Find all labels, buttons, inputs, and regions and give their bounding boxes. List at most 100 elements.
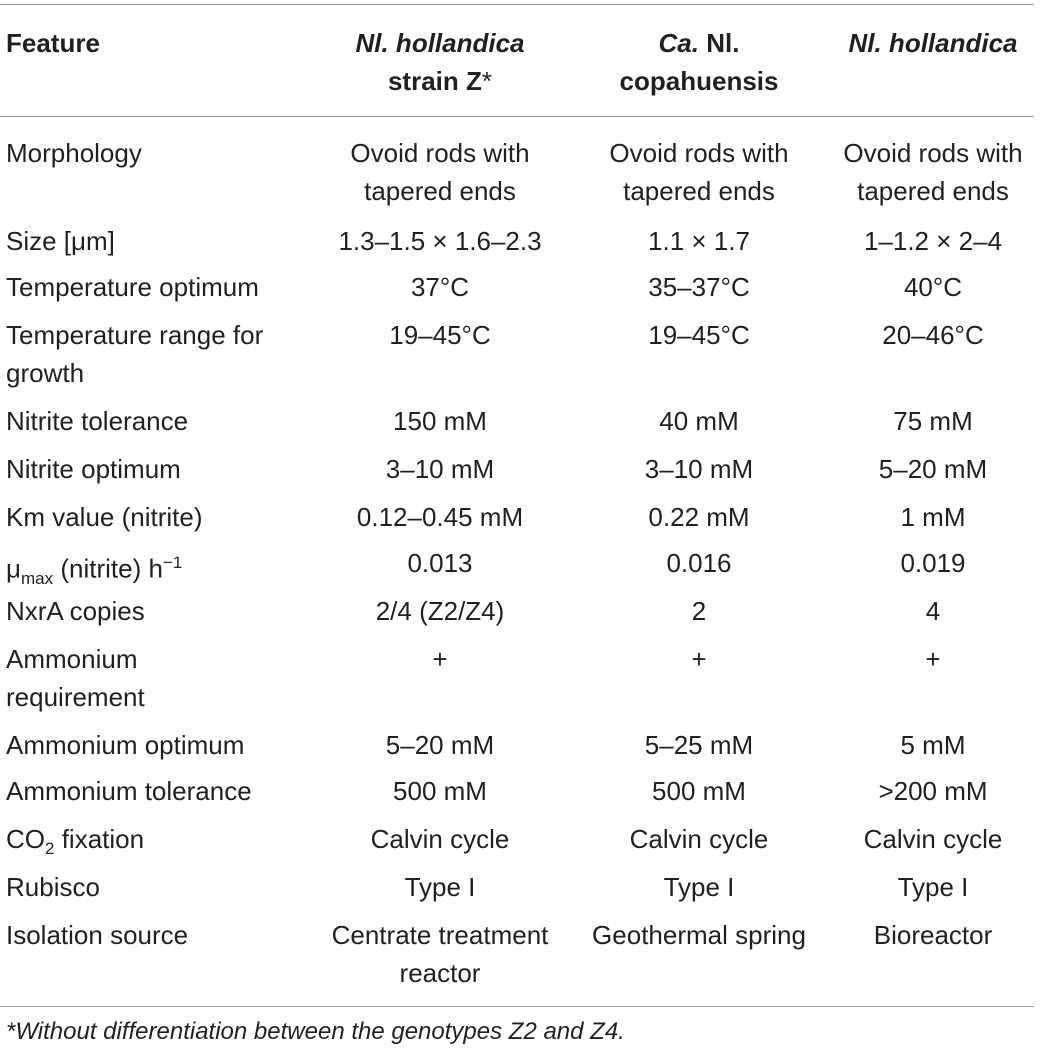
cell-line: Size [μm] [6, 226, 115, 256]
cell-line: NxrA copies [6, 596, 145, 626]
feature-cell: Isolation source [6, 916, 306, 954]
value-cell: 5 mM [830, 726, 1036, 764]
value-cell: 1–1.2 × 2–4 [830, 222, 1036, 260]
table-top-rule [0, 4, 1034, 5]
value-cell: >200 mM [830, 772, 1036, 810]
cell-line: 5–20 mM [385, 730, 495, 760]
cell-line: 1–1.2 × 2–4 [863, 226, 1003, 256]
value-cell: 2/4 (Z2/Z4) [312, 592, 568, 630]
cell-line: Calvin cycle [629, 824, 769, 854]
feature-cell: Nitrite optimum [6, 450, 306, 488]
table-header-rule [0, 116, 1034, 117]
feature-cell: Morphology [6, 134, 306, 172]
cell-line: 0.019 [900, 548, 966, 578]
cell-line: 1.3–1.5 × 1.6–2.3 [338, 226, 542, 256]
value-cell: Ovoid rods with tapered ends [830, 134, 1036, 210]
value-cell: 3–10 mM [312, 450, 568, 488]
cell-line: Ovoid rods with [609, 138, 789, 168]
header-strain-z-species: Nl. hollandica [355, 28, 525, 58]
cell-line: Bioreactor [873, 920, 993, 950]
cell-line: Ovoid rods with [843, 138, 1023, 168]
cell-line: Type I [663, 872, 735, 902]
cell-line: Calvin cycle [863, 824, 1003, 854]
cell-line: Temperature range for [6, 320, 264, 350]
cell-line: Isolation source [6, 920, 189, 950]
feature-cell: Ammonium optimum [6, 726, 306, 764]
cell-line: Temperature optimum [6, 272, 259, 302]
value-cell: 1.1 × 1.7 [572, 222, 826, 260]
value-cell: 5–20 mM [312, 726, 568, 764]
cell-line: Ammonium tolerance [6, 776, 252, 806]
cell-line: Type I [404, 872, 476, 902]
value-cell: 20–46°C [830, 316, 1036, 354]
value-cell: 4 [830, 592, 1036, 630]
value-cell: 37°C [312, 268, 568, 306]
cell-line: >200 mM [878, 776, 988, 806]
cell-line: Ammonium optimum [6, 730, 245, 760]
cell-line: 1.1 × 1.7 [648, 226, 750, 256]
cell-line: 0.22 mM [648, 502, 750, 532]
value-cell: Calvin cycle [572, 820, 826, 858]
value-cell: + [830, 640, 1036, 678]
table-bottom-rule [0, 1006, 1034, 1007]
cell-line: Calvin cycle [370, 824, 510, 854]
cell-line: 5 mM [900, 730, 966, 760]
header-feature: Feature [6, 24, 306, 62]
value-cell: 0.013 [312, 544, 568, 582]
header-copahuensis: Ca. Nl. copahuensis [572, 24, 826, 100]
cell-line: + [691, 644, 707, 674]
cell-line: Rubisco [6, 872, 100, 902]
value-cell: Type I [830, 868, 1036, 906]
cell-line: 3–10 mM [385, 454, 495, 484]
cell-line: 40 mM [659, 406, 739, 436]
header-copahuensis-prefix: Ca. [658, 28, 699, 58]
cell-line: Nitrite optimum [6, 454, 181, 484]
value-cell: Calvin cycle [312, 820, 568, 858]
feature-cell: NxrA copies [6, 592, 306, 630]
cell-line: 0.016 [666, 548, 732, 578]
value-cell: + [572, 640, 826, 678]
value-cell: 5–25 mM [572, 726, 826, 764]
value-cell: 1 mM [830, 498, 1036, 536]
cell-line: 40°C [903, 272, 963, 302]
feature-cell: Temperature optimum [6, 268, 306, 306]
feature-cell: CO2 fixation [6, 820, 306, 868]
value-cell: Ovoid rods with tapered ends [572, 134, 826, 210]
feature-cell: Ammonium tolerance [6, 772, 306, 810]
cell-line: 5–25 mM [644, 730, 754, 760]
feature-cell: Temperature range for growth [6, 316, 306, 392]
cell-line: Geothermal spring [592, 920, 806, 950]
cell-line: 20–46°C [882, 320, 984, 350]
cell-line: Morphology [6, 138, 142, 168]
value-cell: Centrate treatment reactor [312, 916, 568, 992]
feature-cell: μmax (nitrite) h−1 [6, 544, 306, 598]
cell-line: tapered ends [623, 176, 775, 206]
value-cell: 19–45°C [312, 316, 568, 354]
cell-line: 500 mM [393, 776, 487, 806]
value-cell: 35–37°C [572, 268, 826, 306]
header-feature-label: Feature [6, 28, 100, 58]
feature-cell: Size [μm] [6, 222, 306, 260]
value-cell: 150 mM [312, 402, 568, 440]
header-copahuensis-species: copahuensis [619, 66, 779, 96]
header-hollandica: Nl. hollandica [830, 24, 1036, 62]
value-cell: Type I [312, 868, 568, 906]
cell-line: 1 mM [900, 502, 966, 532]
value-cell: Bioreactor [830, 916, 1036, 954]
value-cell: 3–10 mM [572, 450, 826, 488]
header-strain-z: Nl. hollandica strain Z* [312, 24, 568, 100]
value-cell: Calvin cycle [830, 820, 1036, 858]
value-cell: Ovoid rods with tapered ends [312, 134, 568, 210]
value-cell: + [312, 640, 568, 678]
cell-line: 500 mM [652, 776, 746, 806]
value-cell: 5–20 mM [830, 450, 1036, 488]
value-cell: 0.22 mM [572, 498, 826, 536]
table-footnote: *Without differentiation between the gen… [6, 1018, 625, 1045]
feature-cell: Rubisco [6, 868, 306, 906]
cell-line: 2 [691, 596, 707, 626]
cell-line: 150 mM [393, 406, 487, 436]
cell-line: requirement [6, 682, 145, 712]
header-strain-z-label: strain Z [387, 66, 482, 96]
cell-line: 37°C [410, 272, 470, 302]
cell-line: Type I [897, 872, 969, 902]
